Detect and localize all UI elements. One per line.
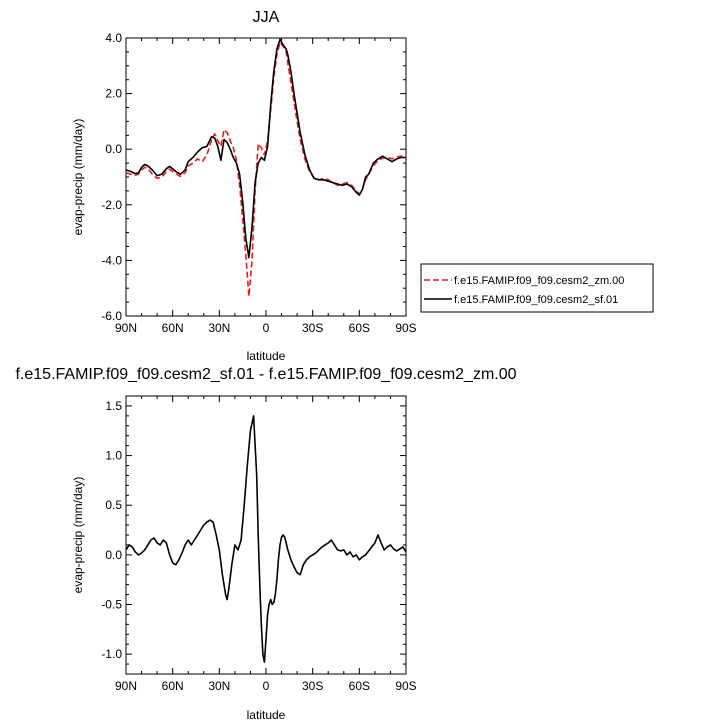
top-chart-ytick-label: -4.0 [101, 253, 122, 267]
bottom-chart-xtick-label: 90S [395, 679, 416, 693]
bottom-chart-ytick-label: 1.5 [105, 399, 122, 413]
top-chart-ylabel: evap-precip (mm/day) [71, 119, 85, 236]
bottom-chart-xtick-label: 60N [162, 679, 184, 693]
top-chart-xtick-label: 30N [208, 321, 230, 335]
bottom-chart-plot-area: 90N 60N 30N 0 30S 60S 90S -1.0 -0.5 0.0 0.5 1.0 1.5 [101, 395, 417, 693]
top-chart-series-line-1 [125, 38, 406, 259]
bottom-chart-xtick-label: 90N [115, 679, 137, 693]
bottom-chart-title: f.e15.FAMIP.f09_f09.cesm2_sf.01 - f.e15.… [15, 366, 516, 383]
top-chart: JJA 90N 60N 30N 0 30S 60S 90S -6.0 -4.0 -2.0 0.0 2.… [71, 9, 654, 363]
top-chart-title: JJA [253, 9, 280, 26]
top-chart-frame [125, 37, 407, 317]
top-chart-xtick-label: 60N [162, 321, 184, 335]
bottom-chart-ytick-label: 1.0 [105, 449, 122, 463]
top-chart-ytick-label: 2.0 [105, 87, 122, 101]
top-chart-ytick-label: -6.0 [101, 309, 122, 323]
top-chart-xtick-label: 60S [349, 321, 370, 335]
legend-box [420, 263, 654, 313]
top-chart-xtick-label: 90N [115, 321, 137, 335]
bottom-chart-ylabel: evap-precip (mm/day) [71, 477, 85, 594]
bottom-chart-xtick-label: 60S [349, 679, 370, 693]
top-chart-xtick-label: 90S [395, 321, 416, 335]
bottom-chart-xtick-label: 30N [208, 679, 230, 693]
bottom-chart-xtick-label: 30S [302, 679, 323, 693]
legend-label-zm: f.e15.FAMIP.f09_f09.cesm2_zm.00 [454, 275, 624, 287]
bottom-chart-ytick-label: -1.0 [101, 647, 122, 661]
top-chart-ytick-label: 0.0 [105, 142, 122, 156]
top-chart-xlabel: latitude [247, 349, 286, 363]
bottom-chart-xlabel: latitude [247, 708, 286, 722]
bottom-chart-xtick-label: 0 [263, 679, 270, 693]
top-chart-ytick-label: 4.0 [105, 31, 122, 45]
bottom-chart-ytick-label: -0.5 [101, 598, 122, 612]
top-chart-series-line-0 [125, 41, 407, 298]
bottom-chart-series-line-0 [125, 415, 407, 663]
top-chart-xtick-label: 0 [263, 321, 270, 335]
legend-label-sf: f.e15.FAMIP.f09_f09.cesm2_sf.01 [454, 294, 618, 306]
top-chart-legend: f.e15.FAMIP.f09_f09.cesm2_zm.00 f.e15.FA… [420, 263, 654, 313]
top-chart-xtick-label: 30S [302, 321, 323, 335]
bottom-chart: f.e15.FAMIP.f09_f09.cesm2_sf.01 - f.e15.… [15, 366, 516, 722]
bottom-chart-ytick-label: 0.5 [105, 498, 122, 512]
top-chart-plot-area: 90N 60N 30N 0 30S 60S 90S -6.0 -4.0 -2.0 0.0 2.0 4.0 [101, 31, 416, 335]
top-chart-ytick-label: -2.0 [101, 198, 122, 212]
bottom-chart-ytick-label: 0.0 [105, 548, 122, 562]
